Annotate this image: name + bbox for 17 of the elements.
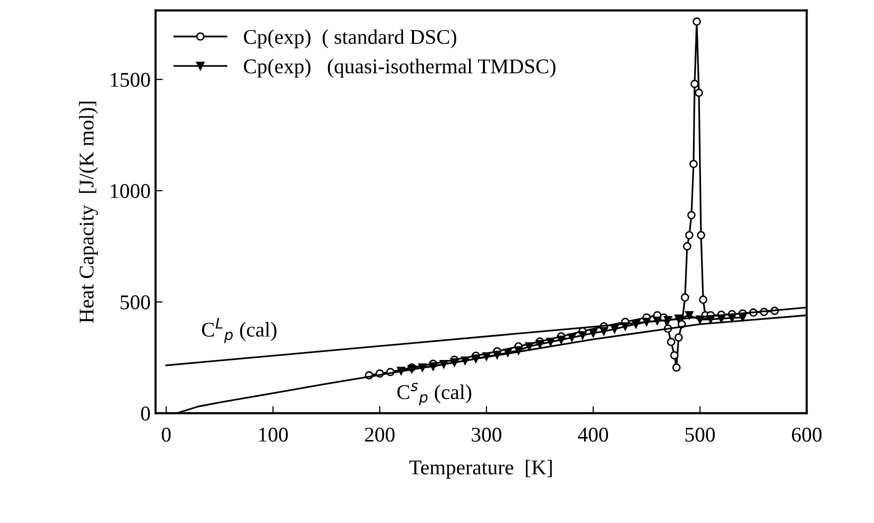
y-tick-label: 1000	[110, 184, 150, 198]
x-axis-title: Temperature [K]	[409, 460, 552, 479]
annotation: C$^{L}$$_{p}$ (cal)	[202, 318, 276, 343]
legend-label: Cp(exp) (quasi-isothermal TMDSC)	[244, 58, 556, 78]
y-tick-label: 0	[141, 406, 150, 421]
x-tick-label: 400	[578, 428, 608, 442]
x-tick-label: 100	[259, 428, 288, 442]
x-tick-label: 600	[792, 428, 822, 442]
x-tick-label: 500	[686, 428, 715, 442]
y-tick-label: 1500	[110, 72, 150, 87]
annotation: C$^{s}$$_{p}$ (cal)	[397, 382, 472, 406]
y-tick-label: 500	[120, 295, 150, 310]
legend-label: Cp(exp) ( standard DSC)	[244, 29, 456, 48]
x-tick-label: 300	[472, 428, 502, 442]
x-tick-label: 0	[162, 428, 171, 442]
x-tick-label: 200	[365, 428, 395, 442]
y-axis-title: Heat Capacity [J/(K mol)]	[78, 102, 98, 323]
